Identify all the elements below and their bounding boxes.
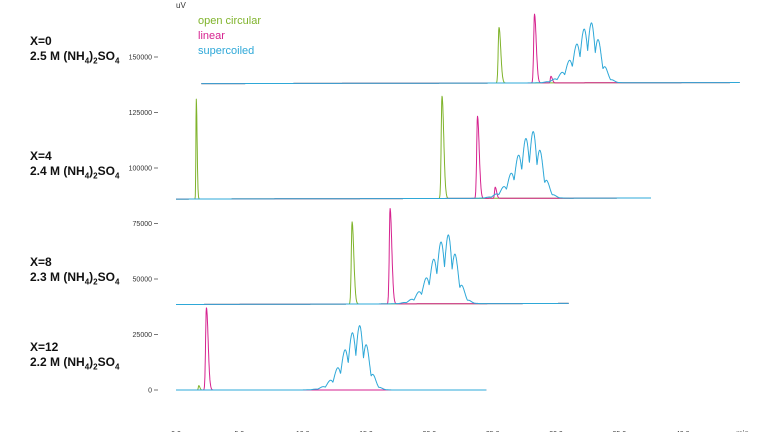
- condition-x-value: X=8: [30, 254, 52, 269]
- x-axis-unit: min: [736, 429, 749, 432]
- trace-line-linear: [201, 13, 740, 85]
- trace-line-supercoiled: [175, 234, 569, 305]
- trace-line-supercoiled: [175, 325, 487, 391]
- y-axis-unit: uV: [176, 1, 186, 10]
- trace-line-linear: [175, 115, 652, 200]
- y-tick-label: 25000: [133, 332, 153, 339]
- y-tick-label: 100000: [129, 166, 152, 173]
- trace-line-open-circular: [201, 27, 740, 85]
- condition-x-value: X=0: [30, 33, 52, 48]
- trace-line-open-circular: [175, 385, 487, 391]
- y-axis-layer: 0 25000 50000 75000 100000 125000 150000: [129, 55, 158, 395]
- trace-line-open-circular: [175, 221, 569, 305]
- trace-0: [201, 13, 740, 85]
- condition-label: X=12 2.2 M (NH4)2SO4: [30, 340, 119, 374]
- y-tick-label: 0: [148, 388, 152, 395]
- legend-entry: open circular: [198, 15, 261, 27]
- y-tick-label: 75000: [133, 221, 153, 228]
- condition-salt-concentration: 2.2 M (NH4)2SO4: [30, 355, 120, 372]
- condition-label: X=8 2.3 M (NH4)2SO4: [30, 255, 119, 289]
- y-tick-label: 125000: [129, 110, 152, 117]
- condition-x-value: X=4: [30, 149, 52, 164]
- condition-salt-concentration: 2.3 M (NH4)2SO4: [30, 269, 120, 286]
- trace-line-linear: [175, 208, 569, 305]
- trace-2: [175, 208, 569, 305]
- legend-entry: linear: [198, 30, 225, 42]
- legend: open circular linear supercoiled: [198, 14, 261, 59]
- trace-3: [175, 307, 487, 391]
- y-tick-label: 50000: [133, 277, 153, 284]
- legend-entry: supercoiled: [198, 45, 255, 57]
- condition-label: X=0 2.5 M (NH4)2SO4: [30, 34, 119, 68]
- condition-label: X=4 2.4 M (NH4)2SO4: [30, 149, 119, 183]
- trace-1: [175, 95, 652, 200]
- trace-line-linear: [175, 307, 487, 391]
- condition-salt-concentration: 2.4 M (NH4)2SO4: [30, 164, 120, 181]
- y-tick-label: 150000: [129, 55, 152, 62]
- trace-line-supercoiled: [175, 131, 652, 200]
- trace-line-open-circular: [175, 95, 652, 200]
- trace-layer: [175, 13, 740, 391]
- condition-salt-concentration: 2.5 M (NH4)2SO4: [30, 48, 120, 66]
- condition-x-value: X=12: [30, 340, 59, 354]
- trace-line-supercoiled: [201, 22, 740, 85]
